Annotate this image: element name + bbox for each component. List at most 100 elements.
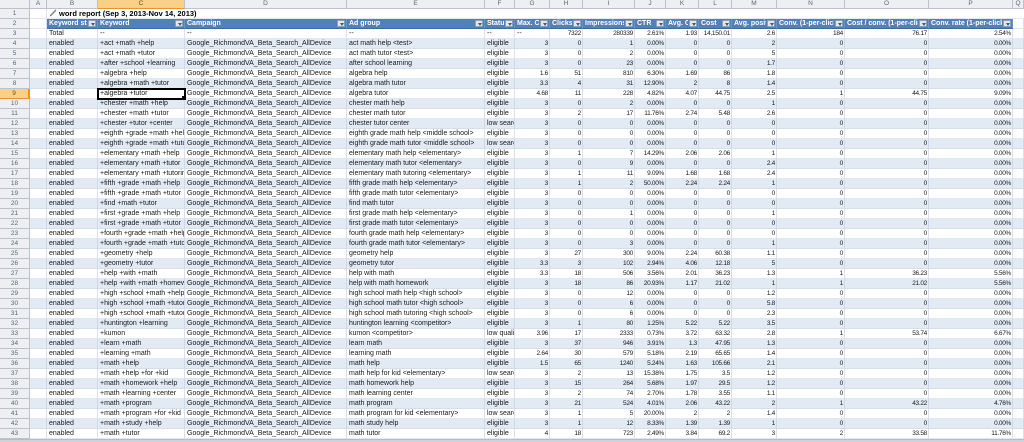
cell-impressions[interactable]: 2333 [583, 329, 635, 339]
cell-cost[interactable]: 21.02 [699, 279, 732, 289]
cell-avg-position[interactable]: 2.4 [732, 159, 777, 169]
cell-cost[interactable]: 0 [699, 299, 732, 309]
cell-conv-rate-1-per-click[interactable]: 0.00% [929, 359, 1013, 369]
cell-ctr[interactable]: 9.09% [635, 169, 666, 179]
cell-avg-position[interactable]: 0 [732, 129, 777, 139]
cell-ctr[interactable]: 0.00% [635, 99, 666, 109]
cell-impressions[interactable]: 723 [583, 429, 635, 439]
cell-impressions[interactable]: 1240 [583, 359, 635, 369]
cell-conv-1-per-click[interactable]: 0 [777, 219, 845, 229]
cell-clicks[interactable]: 18 [550, 279, 583, 289]
cell[interactable] [1013, 359, 1024, 369]
cell-keyword-state[interactable]: enabled [47, 419, 98, 429]
cell-avg-cpc[interactable]: 2.24 [666, 249, 699, 259]
cell-ctr[interactable]: 50.00% [635, 179, 666, 189]
row-number[interactable]: 34 [0, 339, 30, 349]
filter-dropdown-icon[interactable] [573, 20, 581, 27]
cell-avg-cpc[interactable]: 0 [666, 39, 699, 49]
cell[interactable] [30, 109, 47, 119]
cell-clicks[interactable]: 0 [550, 289, 583, 299]
cell-keyword-state[interactable]: enabled [47, 269, 98, 279]
cell-campaign[interactable]: Google_RichmondVA_Beta_Search_AllDevice [185, 299, 347, 309]
cell-conv-rate-1-per-click[interactable]: 0.00% [929, 79, 1013, 89]
cell-keyword[interactable]: +huntington +learning [98, 319, 185, 329]
cell-conv-1-per-click[interactable]: 1 [777, 279, 845, 289]
cell-cost-per-conv-1-per-click[interactable]: 0 [845, 349, 929, 359]
cell-max-cpc[interactable]: 3 [515, 299, 550, 309]
cell[interactable] [1013, 239, 1024, 249]
cell-avg-cpc[interactable]: 2.06 [666, 399, 699, 409]
cell-conv-1-per-click[interactable]: 0 [777, 159, 845, 169]
cell-avg-position[interactable]: 2 [732, 399, 777, 409]
cell-ctr[interactable]: 20.93% [635, 279, 666, 289]
cell-conv-1-per-click[interactable]: 0 [777, 419, 845, 429]
row-number[interactable]: 26 [0, 259, 30, 269]
cell-campaign[interactable]: Google_RichmondVA_Beta_Search_AllDevice [185, 179, 347, 189]
cell-keyword-state[interactable]: enabled [47, 309, 98, 319]
cell-max-cpc[interactable]: 3.3 [515, 79, 550, 89]
cell-clicks[interactable]: 0 [550, 119, 583, 129]
cell-cost-per-conv-1-per-click[interactable]: 0 [845, 59, 929, 69]
cell-ctr[interactable]: 0.73% [635, 329, 666, 339]
cell[interactable] [1013, 169, 1024, 179]
cell-campaign[interactable]: Google_RichmondVA_Beta_Search_AllDevice [185, 39, 347, 49]
cell-impressions[interactable]: 9 [583, 159, 635, 169]
row-number[interactable]: 43 [0, 429, 30, 439]
cell-status[interactable]: eligible [485, 129, 515, 139]
cell-impressions[interactable]: 1 [583, 209, 635, 219]
cell-ctr[interactable]: 2.94% [635, 259, 666, 269]
cell-cost[interactable]: 65.65 [699, 349, 732, 359]
row-number[interactable]: 28 [0, 279, 30, 289]
cell-campaign[interactable]: Google_RichmondVA_Beta_Search_AllDevice [185, 109, 347, 119]
row-number[interactable]: 37 [0, 369, 30, 379]
cell-conv-rate-1-per-click[interactable]: 0.00% [929, 129, 1013, 139]
cell-conv-rate-1-per-click[interactable]: 0.00% [929, 289, 1013, 299]
cell-avg-cpc[interactable]: 1.3 [666, 339, 699, 349]
cell-ctr[interactable]: 0.00% [635, 129, 666, 139]
cell-max-cpc[interactable]: 3 [515, 129, 550, 139]
cell[interactable] [30, 9, 47, 19]
cell[interactable] [30, 379, 47, 389]
cell-avg-position[interactable]: 1.8 [732, 69, 777, 79]
cell-conv-1-per-click[interactable]: 0 [777, 189, 845, 199]
cell[interactable] [30, 159, 47, 169]
row-number[interactable]: 24 [0, 239, 30, 249]
cell[interactable] [1013, 159, 1024, 169]
cell-max-cpc[interactable]: 3 [515, 59, 550, 69]
cell-cost-per-conv-1-per-click[interactable]: 0 [845, 259, 929, 269]
cell-cost-per-conv-1-per-click[interactable]: 0 [845, 99, 929, 109]
cell-keyword[interactable]: +find +math +tutor [98, 199, 185, 209]
row-number[interactable]: 39 [0, 389, 30, 399]
cell-cost-per-conv-1-per-click[interactable]: 0 [845, 79, 929, 89]
cell-impressions[interactable]: 1 [583, 39, 635, 49]
cell-campaign[interactable]: Google_RichmondVA_Beta_Search_AllDevice [185, 289, 347, 299]
header-campaign[interactable]: Campaign [185, 19, 347, 29]
cell-max-cpc[interactable]: 3 [515, 399, 550, 409]
row-number[interactable]: 23 [0, 229, 30, 239]
cell-ctr[interactable]: 0.00% [635, 159, 666, 169]
cell-avg-cpc[interactable]: 2 [666, 79, 699, 89]
cell-status[interactable]: -- [485, 29, 515, 39]
cell-conv-rate-1-per-click[interactable]: 0.00% [929, 249, 1013, 259]
cell-ctr[interactable]: 3.91% [635, 339, 666, 349]
cell-status[interactable]: eligible [485, 339, 515, 349]
cell-cost[interactable]: 0 [699, 159, 732, 169]
cell-status[interactable]: eligible [485, 239, 515, 249]
cell[interactable] [1013, 219, 1024, 229]
cell-keyword[interactable]: +geometry +help [98, 249, 185, 259]
column-letter-H[interactable]: H [550, 0, 583, 9]
cell-keyword-state[interactable]: enabled [47, 229, 98, 239]
cell-ctr[interactable]: 6.30% [635, 69, 666, 79]
cell[interactable] [30, 189, 47, 199]
cell-ctr[interactable]: 0.00% [635, 39, 666, 49]
cell-status[interactable]: low searc [485, 369, 515, 379]
cell-impressions[interactable]: 0 [583, 129, 635, 139]
cell-ctr[interactable]: 2.61% [635, 29, 666, 39]
cell-ad-group[interactable]: act math help <test> [347, 39, 485, 49]
cell[interactable] [30, 129, 47, 139]
cell-max-cpc[interactable]: 3 [515, 239, 550, 249]
cell-avg-cpc[interactable]: 2 [666, 409, 699, 419]
cell-impressions[interactable]: 13 [583, 369, 635, 379]
cell-avg-cpc[interactable]: 1.39 [666, 419, 699, 429]
cell-keyword-state[interactable]: enabled [47, 59, 98, 69]
